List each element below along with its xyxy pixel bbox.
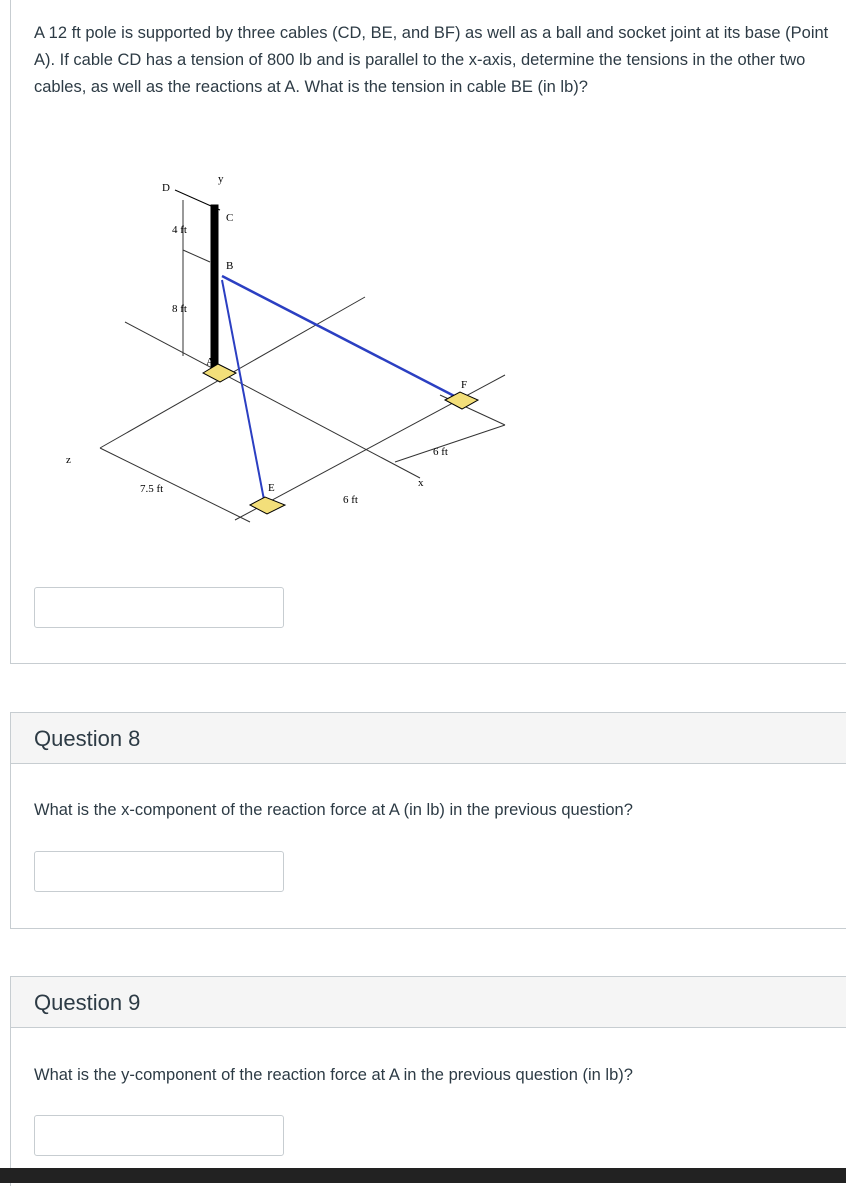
diagram-label: 6 ft	[343, 494, 358, 506]
diagram: D y C 4 ft B 8 ft A F 6 ft z 7.5 ft E 6 …	[66, 173, 506, 523]
diagram-label: 8 ft	[172, 303, 187, 315]
question-header: Question 9	[10, 976, 846, 1028]
diagram-label: z	[66, 454, 71, 466]
diagram-label: 4 ft	[172, 224, 187, 236]
diagram-label: 7.5 ft	[140, 483, 163, 495]
question-7-box	[10, 0, 846, 664]
diagram-label: 6 ft	[433, 446, 448, 458]
question-body	[10, 1026, 846, 1186]
diagram-label: C	[226, 212, 233, 224]
question-title: Question 9	[34, 990, 141, 1015]
diagram-label: D	[162, 182, 170, 194]
question-body	[10, 762, 846, 929]
diagram-label: E	[268, 482, 275, 494]
answer-input[interactable]	[34, 851, 284, 892]
bottom-bar	[0, 1168, 846, 1183]
question-text: What is the x-component of the reaction …	[34, 801, 633, 819]
diagram-label: A	[206, 356, 214, 368]
question-text: What is the y-component of the reaction …	[34, 1066, 633, 1084]
diagram-label: F	[461, 379, 467, 391]
answer-input[interactable]	[34, 1115, 284, 1156]
diagram-label: y	[218, 173, 224, 185]
diagram-label: x	[418, 477, 424, 489]
question-header: Question 8	[10, 712, 846, 764]
diagram-label: B	[226, 260, 233, 272]
question-title: Question 8	[34, 726, 141, 751]
answer-input[interactable]	[34, 587, 284, 628]
question-text: A 12 ft pole is supported by three cable…	[34, 24, 829, 96]
